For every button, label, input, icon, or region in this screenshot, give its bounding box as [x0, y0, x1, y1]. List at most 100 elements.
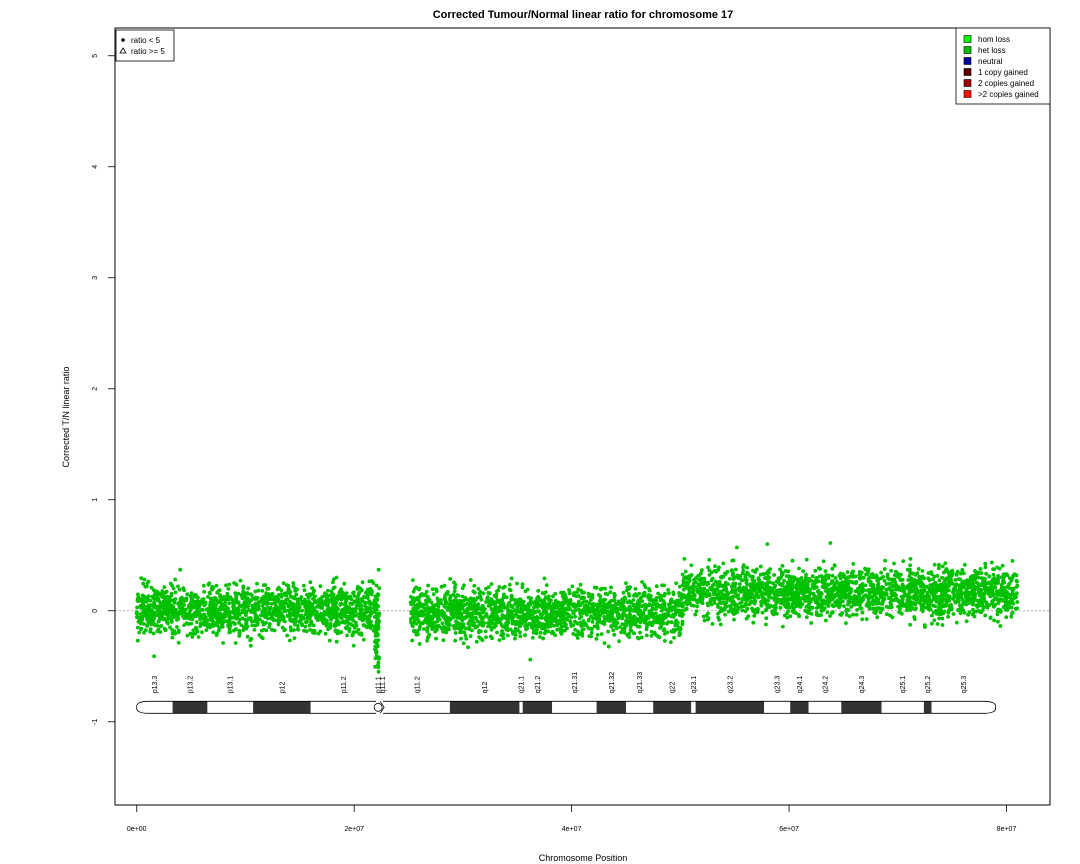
data-point: [633, 587, 638, 591]
data-point: [279, 588, 284, 593]
data-point: [477, 622, 482, 627]
data-point: [745, 582, 750, 587]
data-point: [638, 630, 642, 635]
data-point: [517, 624, 522, 629]
data-point: [231, 611, 236, 615]
data-point: [462, 630, 466, 635]
data-point: [516, 615, 520, 620]
data-point: [344, 605, 349, 610]
data-point: [413, 604, 418, 609]
data-point: [228, 610, 232, 614]
data-point: [260, 636, 265, 641]
data-point: [744, 616, 749, 621]
data-point: [285, 597, 290, 602]
data-point: [416, 632, 420, 637]
data-point: [559, 590, 563, 595]
data-point: [224, 610, 229, 615]
data-point: [368, 606, 373, 610]
data-point: [871, 606, 876, 611]
data-point: [949, 602, 953, 607]
data-point: [361, 637, 366, 642]
data-point: [323, 594, 328, 598]
data-point: [140, 593, 145, 598]
data-point: [169, 618, 174, 622]
data-point: [215, 616, 219, 621]
data-point: [206, 595, 210, 599]
data-point: [539, 613, 544, 618]
data-point: [453, 585, 457, 590]
data-point: [215, 623, 220, 628]
data-point: [452, 589, 457, 594]
data-point: [422, 627, 426, 631]
data-point: [352, 594, 357, 598]
data-point: [913, 602, 918, 607]
data-point: [280, 614, 284, 619]
data-point: [303, 624, 308, 629]
data-point: [662, 603, 667, 608]
data-point: [255, 602, 259, 607]
data-point: [549, 598, 553, 603]
data-point: [671, 590, 676, 595]
data-point: [281, 581, 286, 586]
data-point: [579, 631, 583, 635]
data-point: [680, 622, 685, 627]
data-point: [367, 599, 372, 604]
data-point: [369, 592, 374, 597]
data-point: [320, 606, 325, 610]
data-point: [681, 604, 685, 609]
data-point: [578, 620, 583, 625]
data-point: [426, 635, 430, 640]
data-point: [279, 594, 284, 599]
data-point: [495, 630, 499, 635]
data-point: [826, 573, 831, 578]
data-point: [738, 601, 743, 606]
data-point: [579, 588, 583, 593]
data-point: [721, 561, 726, 566]
data-point: [723, 612, 727, 617]
data-point: [544, 611, 549, 616]
data-point: [257, 633, 262, 637]
data-point: [162, 585, 167, 589]
data-point: [663, 591, 667, 596]
data-point: [190, 600, 195, 605]
data-point: [820, 580, 825, 585]
data-point: [880, 606, 885, 611]
data-point: [622, 608, 627, 613]
data-point: [897, 572, 901, 577]
data-point: [166, 613, 171, 618]
data-point: [567, 588, 571, 592]
data-point: [844, 621, 848, 625]
data-point: [196, 635, 201, 639]
data-point: [597, 593, 601, 597]
data-point: [148, 619, 152, 624]
data-point: [830, 566, 835, 571]
data-point: [595, 624, 600, 629]
data-point: [166, 621, 170, 626]
data-point: [505, 633, 510, 638]
data-point: [676, 626, 681, 631]
data-point: [171, 614, 176, 619]
data-point: [240, 616, 245, 621]
data-point: [471, 589, 476, 594]
data-point: [326, 588, 330, 593]
data-point: [246, 586, 251, 591]
data-point: [603, 610, 608, 615]
data-point: [489, 607, 494, 612]
data-point: [465, 597, 469, 602]
data-point: [531, 610, 536, 615]
data-point: [263, 600, 267, 605]
data-point: [296, 627, 301, 632]
data-point: [234, 615, 239, 619]
data-point: [764, 616, 769, 621]
data-point: [866, 577, 871, 582]
data-point: [272, 606, 277, 611]
data-point: [922, 623, 927, 627]
data-point: [583, 603, 588, 608]
data-point: [331, 595, 335, 600]
data-point: [287, 591, 292, 595]
data-point: [635, 624, 640, 629]
data-point: [372, 606, 377, 611]
data-point: [947, 608, 951, 612]
data-point: [441, 629, 445, 634]
data-point: [900, 597, 905, 601]
